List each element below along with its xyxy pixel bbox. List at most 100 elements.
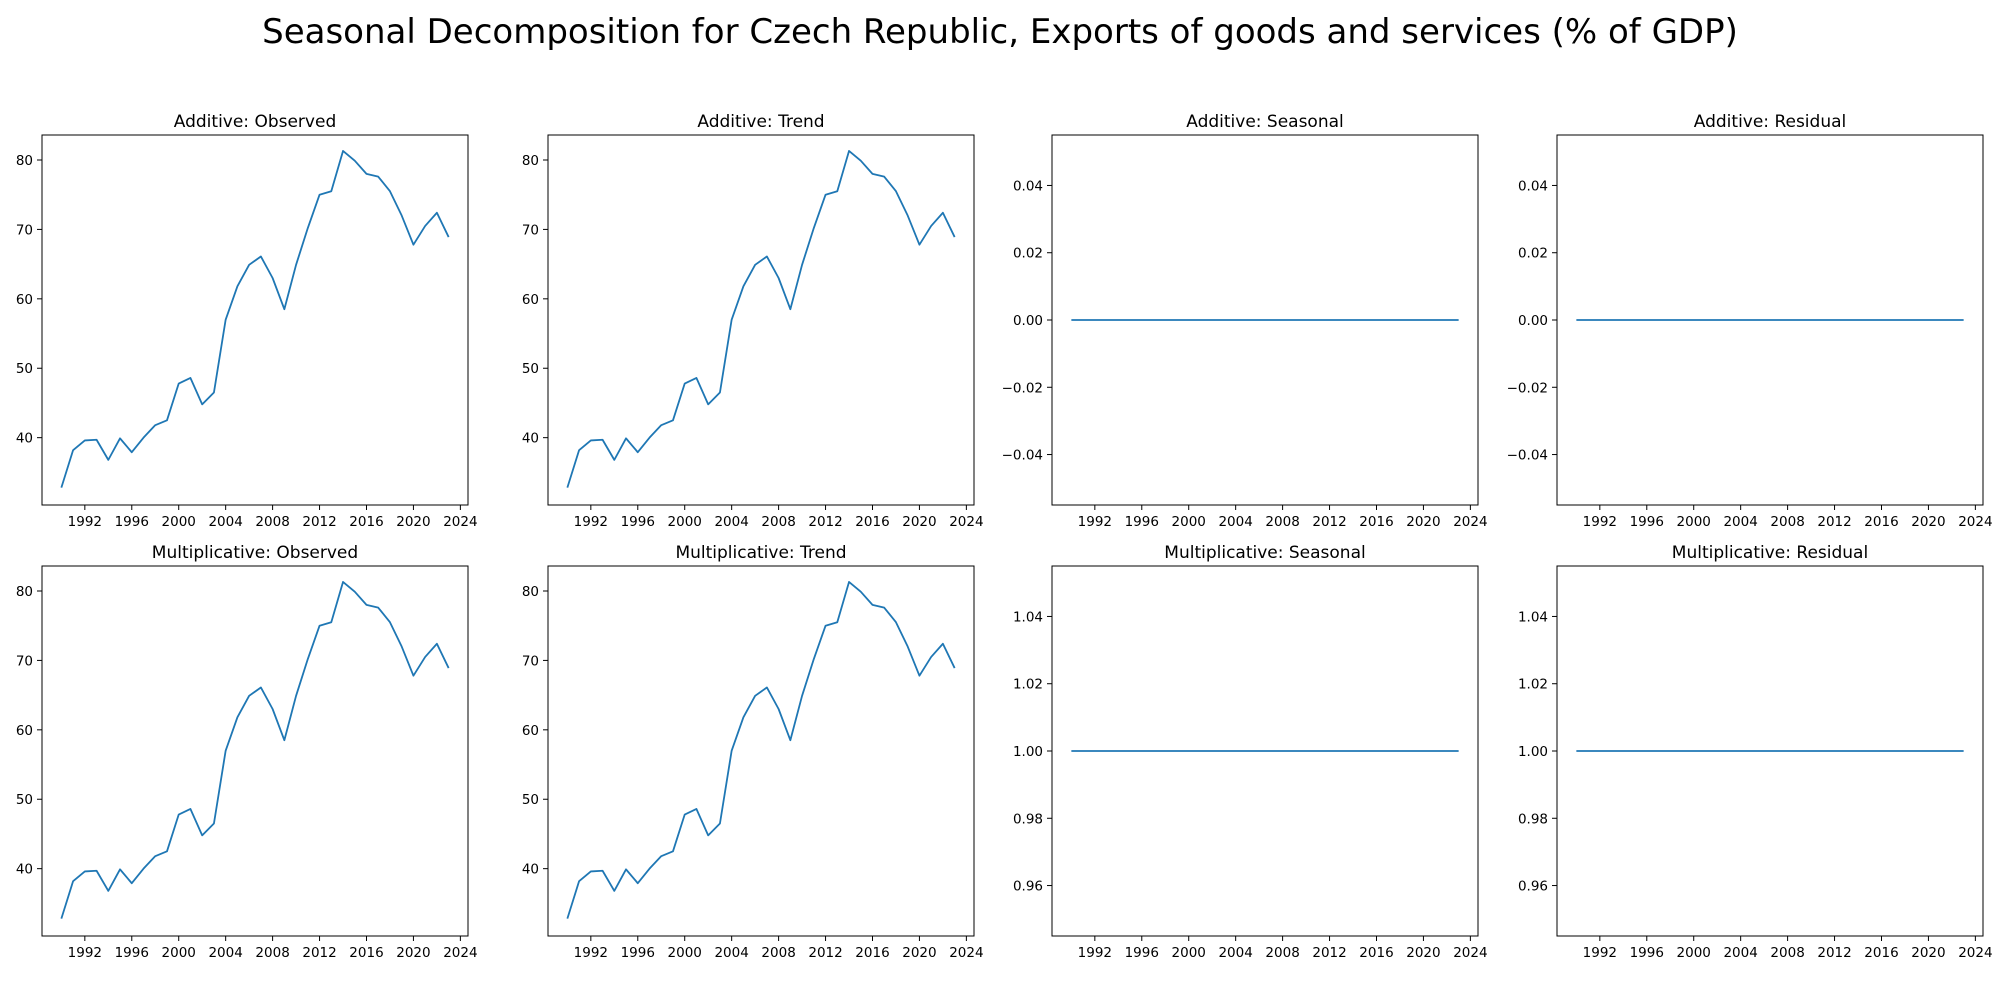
panel-additive-observed: Additive: Observed 1992 1996 2000 2004 2008 20…: [16, 112, 478, 530]
y-tick-label: 1.02: [1518, 677, 1548, 693]
x-tick-label: 2004: [1723, 514, 1757, 530]
x-tick-label: 2012: [1817, 514, 1851, 530]
y-tick-label: 40: [16, 862, 33, 878]
x-tick-label: 1992: [68, 514, 102, 530]
y-tick-label: 70: [16, 653, 33, 669]
x-tick-label: 2000: [1172, 514, 1206, 530]
y-tick-label: 40: [522, 862, 539, 878]
x-tick-label: 2024: [443, 514, 477, 530]
x-tick-label: 2008: [761, 514, 795, 530]
panel-title: Multiplicative: Trend: [675, 543, 846, 563]
y-tick-label: 50: [522, 361, 539, 377]
y-tick-label: 50: [16, 792, 33, 808]
y-tick-label: 0.00: [1518, 313, 1548, 329]
x-tick-label: 1996: [1125, 514, 1159, 530]
y-tick-label: −0.02: [1002, 380, 1043, 396]
panel-multiplicative-trend: Multiplicative: Trend 1992 1996 2000 2004 200…: [522, 543, 984, 961]
x-tick-label: 2016: [1864, 945, 1898, 961]
x-tick-label: 1992: [68, 945, 102, 961]
axes-frame: [547, 134, 975, 506]
x-tick-label: 2008: [1265, 514, 1299, 530]
x-tick-label: 2024: [443, 945, 477, 961]
x-tick-label: 2016: [855, 945, 889, 961]
x-tick-label: 2020: [396, 514, 430, 530]
y-tick-label: 0.00: [1013, 313, 1043, 329]
y-tick-label: 70: [16, 222, 33, 238]
y-tick-label: 0.98: [1013, 811, 1043, 827]
x-tick-label: 1992: [574, 514, 608, 530]
y-tick-label: 1.00: [1013, 744, 1043, 760]
x-tick-label: 2004: [1218, 514, 1252, 530]
x-tick-label: 1996: [621, 514, 655, 530]
y-tick-label: 0.04: [1013, 178, 1043, 194]
x-tick-label: 2012: [808, 514, 842, 530]
axes-frame: [41, 134, 469, 506]
panel-title: Additive: Trend: [697, 112, 824, 132]
x-tick-label: 1992: [574, 945, 608, 961]
y-tick-label: 70: [522, 653, 539, 669]
x-tick-label: 2024: [949, 945, 983, 961]
y-tick-label: 0.02: [1518, 246, 1548, 262]
x-tick-label: 2020: [1406, 945, 1440, 961]
y-tick-label: 1.04: [1013, 609, 1043, 625]
x-tick-label: 2004: [714, 945, 748, 961]
x-tick-label: 2012: [1312, 514, 1346, 530]
x-tick-label: 2024: [1958, 945, 1992, 961]
y-tick-label: 40: [522, 431, 539, 447]
x-tick-label: 2024: [1958, 514, 1992, 530]
y-tick-label: 1.04: [1518, 609, 1548, 625]
x-tick-label: 1996: [1630, 945, 1664, 961]
series-line: [566, 581, 956, 919]
x-tick-label: 2000: [668, 945, 702, 961]
panel-title: Additive: Observed: [174, 112, 336, 132]
axes-frame: [547, 565, 975, 937]
x-tick-label: 2020: [902, 945, 936, 961]
panel-title: Multiplicative: Seasonal: [1164, 543, 1365, 563]
y-tick-label: 50: [16, 361, 33, 377]
x-tick-label: 2012: [1817, 945, 1851, 961]
y-tick-label: 60: [16, 723, 33, 739]
y-tick-label: 50: [522, 792, 539, 808]
panel-additive-seasonal: Additive: Seasonal 1992 1996 2000 2004 2008 20…: [1002, 112, 1488, 530]
y-tick-label: 1.02: [1013, 677, 1043, 693]
y-tick-label: 60: [522, 292, 539, 308]
x-tick-label: 2012: [302, 514, 336, 530]
x-tick-label: 2020: [396, 945, 430, 961]
y-tick-label: 1.00: [1518, 744, 1548, 760]
x-tick-label: 2016: [855, 514, 889, 530]
y-tick-label: −0.04: [1002, 448, 1043, 464]
x-tick-label: 2024: [949, 514, 983, 530]
y-tick-label: −0.02: [1507, 380, 1548, 396]
x-tick-label: 2024: [1453, 945, 1487, 961]
x-tick-label: 2000: [162, 514, 196, 530]
x-tick-label: 2016: [1359, 945, 1393, 961]
x-tick-label: 1996: [1630, 514, 1664, 530]
panel-multiplicative-seasonal: Multiplicative: Seasonal 1992 1996 2000 2004…: [1013, 543, 1488, 961]
x-tick-label: 2020: [1911, 945, 1945, 961]
y-tick-label: 80: [522, 584, 539, 600]
x-tick-label: 1992: [1078, 514, 1112, 530]
x-tick-label: 1992: [1078, 945, 1112, 961]
x-tick-label: 1996: [621, 945, 655, 961]
panel-additive-residual: Additive: Residual 1992 1996 2000 2004 2008 20…: [1507, 112, 1993, 530]
x-tick-label: 2008: [1770, 514, 1804, 530]
series-line: [566, 150, 956, 488]
series-line: [60, 581, 450, 919]
x-tick-label: 2004: [714, 514, 748, 530]
panel-multiplicative-observed: Multiplicative: Observed 1992 1996 2000 2004…: [16, 543, 478, 961]
x-tick-label: 2012: [302, 945, 336, 961]
x-tick-label: 2020: [1911, 514, 1945, 530]
y-tick-label: 0.04: [1518, 178, 1548, 194]
y-tick-label: 0.96: [1518, 879, 1548, 895]
y-tick-label: 0.96: [1013, 879, 1043, 895]
x-tick-label: 2000: [1677, 945, 1711, 961]
x-tick-label: 2012: [1312, 945, 1346, 961]
y-tick-label: 80: [16, 584, 33, 600]
y-tick-label: 0.98: [1518, 811, 1548, 827]
panel-additive-trend: Additive: Trend 1992 1996 2000 2004 2008 2012 2…: [522, 112, 984, 530]
y-tick-label: 60: [16, 292, 33, 308]
x-tick-label: 1996: [115, 514, 149, 530]
y-tick-label: 80: [16, 153, 33, 169]
panel-title: Additive: Seasonal: [1186, 112, 1344, 132]
